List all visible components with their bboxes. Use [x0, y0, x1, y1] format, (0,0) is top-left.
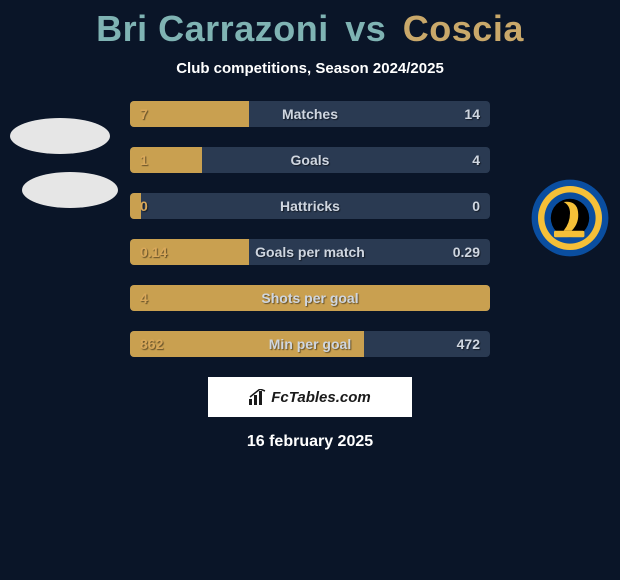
watermark-text: FcTables.com: [271, 389, 370, 406]
bar-right-value: 0: [472, 193, 480, 219]
bar-label: Hattricks: [130, 193, 490, 219]
bar-label: Min per goal: [130, 331, 490, 357]
bar-label: Goals per match: [130, 239, 490, 265]
title-vs: vs: [345, 8, 386, 49]
title-left: Bri Carrazoni: [96, 8, 329, 49]
bar-row: 1Goals4: [130, 147, 490, 173]
bar-right-value: 472: [457, 331, 480, 357]
team-left-logo-1: [10, 118, 110, 154]
bar-right-value: 0.29: [453, 239, 480, 265]
bar-row: 0.14Goals per match0.29: [130, 239, 490, 265]
chart-icon: [249, 389, 267, 405]
date: 16 february 2025: [0, 433, 620, 451]
comparison-bars: 7Matches14 1Goals4 0Hattricks0 0.14Goals pe…: [130, 101, 490, 357]
bar-right-value: 4: [472, 147, 480, 173]
bar-label: Goals: [130, 147, 490, 173]
bar-row: 862Min per goal472: [130, 331, 490, 357]
bar-label: Shots per goal: [130, 285, 490, 311]
bar-row: 0Hattricks0: [130, 193, 490, 219]
bar-right-value: 14: [464, 101, 480, 127]
page-title: Bri Carrazoni vs Coscia: [0, 0, 620, 50]
subtitle: Club competitions, Season 2024/2025: [0, 60, 620, 77]
bar-row: 4Shots per goal: [130, 285, 490, 311]
title-right: Coscia: [403, 8, 524, 49]
watermark: FcTables.com: [208, 377, 412, 417]
team-right-badge: [530, 178, 610, 258]
bar-label: Matches: [130, 101, 490, 127]
bar-row: 7Matches14: [130, 101, 490, 127]
team-left-logo-2: [22, 172, 118, 208]
